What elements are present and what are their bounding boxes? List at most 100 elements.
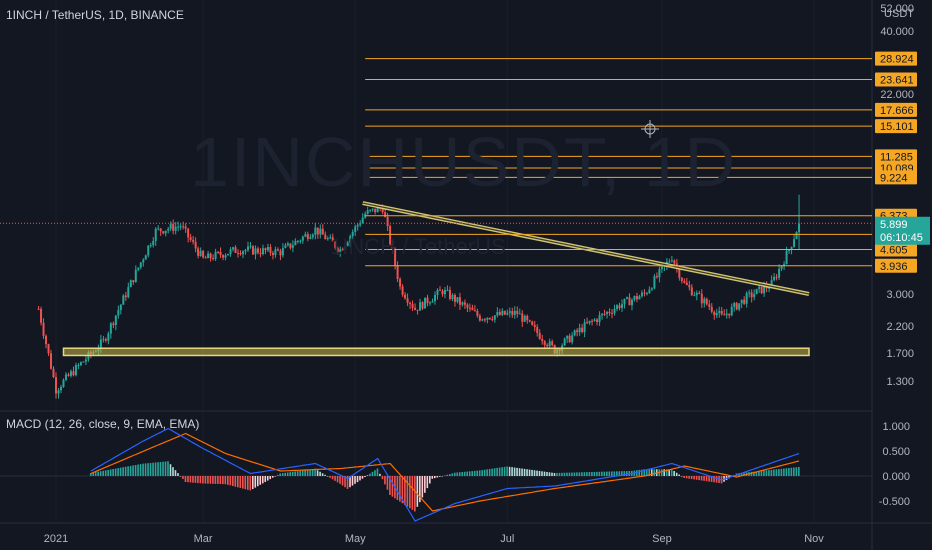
macd-histogram-bar: [107, 469, 109, 476]
macd-histogram-bar: [204, 476, 207, 484]
macd-histogram-bar: [274, 476, 277, 477]
price-level-tag: [875, 258, 917, 273]
macd-histogram-bar: [286, 472, 289, 476]
candle-body: [309, 237, 312, 239]
macd-histogram-bar: [531, 469, 533, 476]
candle-body: [199, 250, 202, 256]
candle-body: [189, 237, 192, 240]
macd-histogram-bar: [416, 476, 419, 507]
macd-histogram-bar: [673, 470, 675, 476]
candle-body: [725, 313, 728, 316]
price-level-label: 3.936: [880, 261, 908, 273]
candle-body: [640, 292, 643, 297]
macd-histogram-bar: [788, 468, 790, 476]
candle-body: [523, 315, 526, 322]
macd-axis-tick: 0.500: [882, 446, 910, 458]
price-level-tag: [875, 170, 917, 185]
macd-histogram-bar: [414, 476, 416, 512]
candle-body: [638, 296, 641, 300]
macd-histogram-bar: [326, 476, 329, 477]
macd-histogram-bar: [583, 472, 586, 476]
candle-body: [625, 297, 628, 299]
candle-body: [276, 249, 279, 251]
price-axis-tick: 52.000: [880, 3, 914, 15]
candle-body: [207, 253, 210, 259]
candle-body: [713, 311, 716, 316]
candle-body: [443, 289, 446, 295]
macd-histogram-bar: [261, 476, 264, 484]
macd-histogram-bar: [521, 468, 523, 476]
candle-body: [212, 258, 215, 260]
candle-body: [493, 315, 496, 320]
candle-body: [481, 319, 484, 321]
candle-body: [299, 240, 302, 242]
candle-body: [748, 292, 751, 294]
candle-body: [643, 292, 646, 294]
macd-histogram-bar: [518, 468, 521, 476]
macd-histogram-bar: [366, 475, 369, 476]
macd-histogram-bar: [473, 470, 476, 476]
candle-body: [159, 228, 162, 232]
macd-histogram-bar: [483, 469, 486, 476]
macd-histogram-bar: [438, 476, 441, 477]
candle-body: [289, 243, 292, 248]
candle-body: [394, 249, 397, 266]
macd-histogram-bar: [239, 476, 242, 488]
candle-body: [463, 302, 466, 305]
candle-body: [536, 327, 539, 333]
macd-histogram-bar: [680, 476, 683, 477]
macd-histogram-bar: [698, 476, 700, 481]
candle-body: [591, 320, 594, 322]
symbol-header[interactable]: 1INCH / TetherUS, 1D, BINANCE: [6, 8, 184, 22]
candle-body: [119, 304, 122, 311]
macd-histogram-bar: [526, 469, 528, 476]
candle-body: [616, 305, 619, 309]
macd-histogram-bar: [758, 471, 760, 476]
candle-body: [718, 310, 721, 313]
macd-histogram-bar: [536, 470, 538, 476]
candle-body: [730, 306, 733, 316]
macd-histogram-bar: [778, 469, 780, 476]
candle-body: [770, 280, 773, 288]
macd-histogram-bar: [167, 461, 169, 476]
macd-histogram-bar: [162, 461, 164, 476]
candle-body: [473, 310, 476, 312]
price-axis-tick: 40.000: [880, 26, 914, 38]
macd-histogram-bar: [289, 472, 291, 476]
candle-body: [476, 310, 479, 316]
macd-axis-tick: -0.500: [879, 496, 910, 508]
macd-histogram-bar: [299, 470, 301, 476]
candle-body: [700, 293, 703, 304]
macd-histogram-bar: [184, 476, 187, 482]
macd-histogram-bar: [172, 467, 174, 476]
candle-body: [249, 246, 252, 248]
macd-histogram-bar: [466, 471, 469, 476]
macd-histogram-bar: [481, 470, 483, 476]
candle-body: [790, 246, 793, 250]
candle-body: [109, 323, 112, 334]
macd-histogram-bar: [598, 471, 601, 476]
macd-histogram-bar: [364, 476, 366, 477]
macd-histogram-bar: [710, 476, 713, 482]
macd-legend[interactable]: MACD (12, 26, close, 9, EMA, EMA): [6, 417, 200, 431]
candle-body: [668, 261, 671, 263]
macd-histogram-bar: [376, 468, 379, 476]
candle-body: [603, 313, 606, 315]
time-axis-tick: 2021: [44, 533, 68, 545]
support-zone: [62, 347, 810, 357]
macd-histogram-bar: [434, 476, 436, 479]
candle-body: [683, 280, 686, 283]
candle-body: [192, 239, 195, 242]
crosshair-target-icon[interactable]: [641, 120, 659, 138]
candle-body: [685, 282, 688, 285]
macd-histogram-bar: [683, 476, 685, 478]
candle-body: [441, 290, 444, 295]
candle-body: [50, 353, 53, 369]
candle-body: [246, 246, 249, 251]
candle-body: [710, 306, 713, 312]
macd-histogram-bar: [476, 470, 478, 476]
macd-histogram-bar: [588, 472, 591, 476]
candle-body: [234, 247, 237, 253]
macd-histogram-bar: [695, 476, 698, 480]
